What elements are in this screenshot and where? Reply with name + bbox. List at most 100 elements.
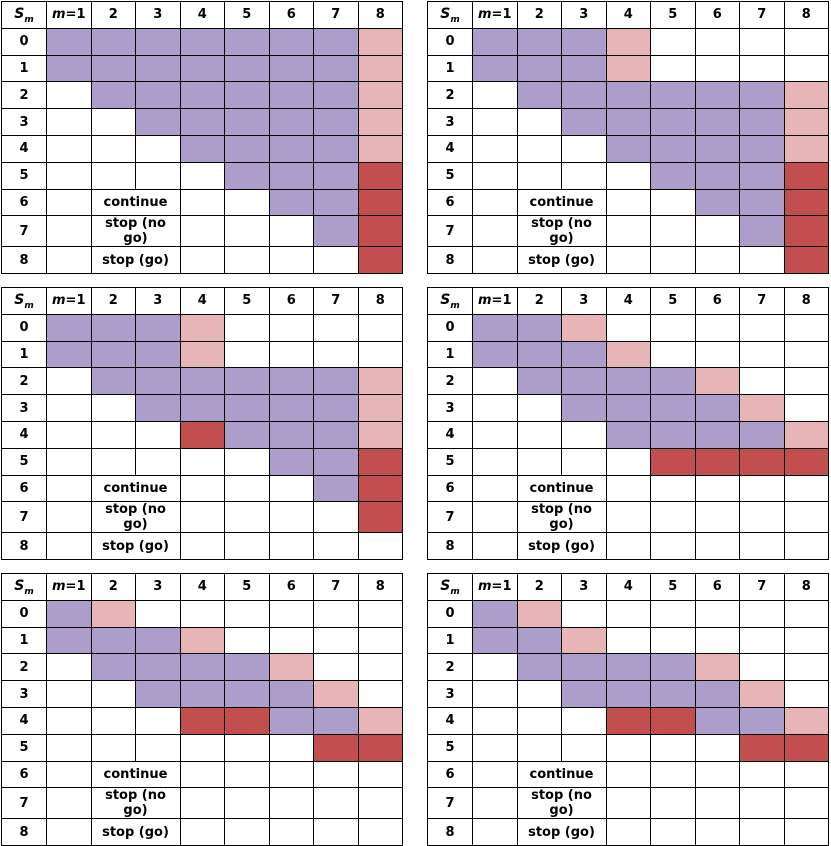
- empty-cell: [268, 818, 314, 846]
- row-header: 3: [427, 680, 473, 708]
- column-header: m=1: [46, 1, 92, 29]
- table-row: 3: [1, 108, 403, 136]
- row-header: 0: [1, 313, 47, 342]
- empty-cell: [90, 420, 136, 449]
- state-cell: [783, 215, 829, 248]
- state-cell: [357, 134, 403, 163]
- empty-cell: [694, 787, 740, 820]
- state-cell: [739, 706, 785, 735]
- table-row: 7 stop (no go): [427, 215, 829, 248]
- state-cell: [694, 188, 740, 217]
- empty-cell: [472, 134, 518, 163]
- row-header: 6: [427, 188, 473, 217]
- row-header: 1: [1, 340, 47, 369]
- column-header: 7: [739, 287, 785, 315]
- state-cell: [605, 653, 651, 682]
- state-cell: [313, 54, 359, 83]
- state-cell: [224, 706, 270, 735]
- row-header: 5: [427, 161, 473, 190]
- legend-swatch: [46, 787, 92, 820]
- column-header: 7: [739, 573, 785, 601]
- state-cell: [313, 215, 359, 248]
- state-cell: [472, 54, 518, 83]
- row-header: 0: [427, 27, 473, 56]
- column-header: 3: [135, 287, 181, 315]
- legend-label: continue: [90, 760, 181, 789]
- empty-cell: [268, 532, 314, 561]
- empty-cell: [783, 760, 829, 789]
- table-row: 7 stop (no go): [1, 501, 403, 534]
- state-cell: [313, 188, 359, 217]
- table-row: 7 stop (no go): [1, 215, 403, 248]
- table-row: 2: [427, 81, 829, 110]
- row-header: 4: [427, 706, 473, 735]
- state-cell: [90, 27, 136, 56]
- state-cell: [268, 420, 314, 449]
- state-cell: [739, 420, 785, 449]
- column-header: 3: [135, 573, 181, 601]
- state-cell: [313, 474, 359, 503]
- state-cell: [739, 680, 785, 708]
- row-header: 6: [427, 760, 473, 789]
- table-row: 5: [1, 447, 403, 476]
- row-header: 2: [427, 367, 473, 396]
- state-cell: [561, 108, 607, 136]
- state-cell: [561, 54, 607, 83]
- state-cell: [46, 626, 92, 655]
- legend-swatch: [46, 188, 92, 217]
- empty-cell: [739, 532, 785, 561]
- empty-cell: [739, 367, 785, 396]
- table-row: 1: [1, 54, 403, 83]
- row-header: 1: [1, 626, 47, 655]
- row-header: 2: [427, 653, 473, 682]
- empty-cell: [357, 787, 403, 820]
- state-cell: [605, 367, 651, 396]
- empty-cell: [357, 680, 403, 708]
- row-header: 1: [427, 54, 473, 83]
- table-row: 3: [427, 108, 829, 136]
- empty-cell: [739, 501, 785, 534]
- empty-cell: [357, 313, 403, 342]
- row-axis-symbol: Sm: [14, 291, 34, 311]
- table-row: 2: [427, 367, 829, 396]
- state-cell: [268, 394, 314, 422]
- empty-cell: [179, 599, 225, 628]
- row-header: 3: [1, 680, 47, 708]
- state-cell: [605, 134, 651, 163]
- legend-label: continue: [90, 474, 181, 503]
- column-header: 4: [605, 287, 651, 315]
- header-row: Sm m=1 2 3 4 5 6 7 8: [427, 287, 829, 315]
- state-cell: [650, 81, 696, 110]
- empty-cell: [224, 599, 270, 628]
- empty-cell: [739, 340, 785, 369]
- empty-cell: [561, 447, 607, 476]
- column-header: 6: [694, 287, 740, 315]
- panel-5: Sm m=1 2 3 4 5 6 7 8 0 1 2 3 4 5 6 continue 7 stop (no go)…: [1, 573, 403, 846]
- legend-label: stop (no go): [90, 787, 181, 820]
- table-row: 4: [427, 706, 829, 735]
- table-row: 7 stop (no go): [427, 501, 829, 534]
- state-cell: [135, 27, 181, 56]
- table-row: 2: [1, 367, 403, 396]
- state-cell: [357, 420, 403, 449]
- state-cell: [561, 81, 607, 110]
- row-header: 5: [1, 161, 47, 190]
- column-header: 3: [135, 1, 181, 29]
- empty-cell: [561, 161, 607, 190]
- state-cell: [268, 108, 314, 136]
- empty-cell: [739, 653, 785, 682]
- row-header: 8: [427, 532, 473, 561]
- column-header: 2: [90, 573, 136, 601]
- empty-cell: [694, 313, 740, 342]
- state-cell: [783, 134, 829, 163]
- state-cell: [179, 367, 225, 396]
- empty-cell: [516, 733, 562, 762]
- state-cell: [650, 108, 696, 136]
- state-cell: [179, 626, 225, 655]
- empty-cell: [694, 215, 740, 248]
- column-header: 3: [561, 287, 607, 315]
- empty-cell: [313, 787, 359, 820]
- state-cell: [224, 134, 270, 163]
- legend-label: stop (go): [90, 532, 181, 561]
- empty-cell: [46, 706, 92, 735]
